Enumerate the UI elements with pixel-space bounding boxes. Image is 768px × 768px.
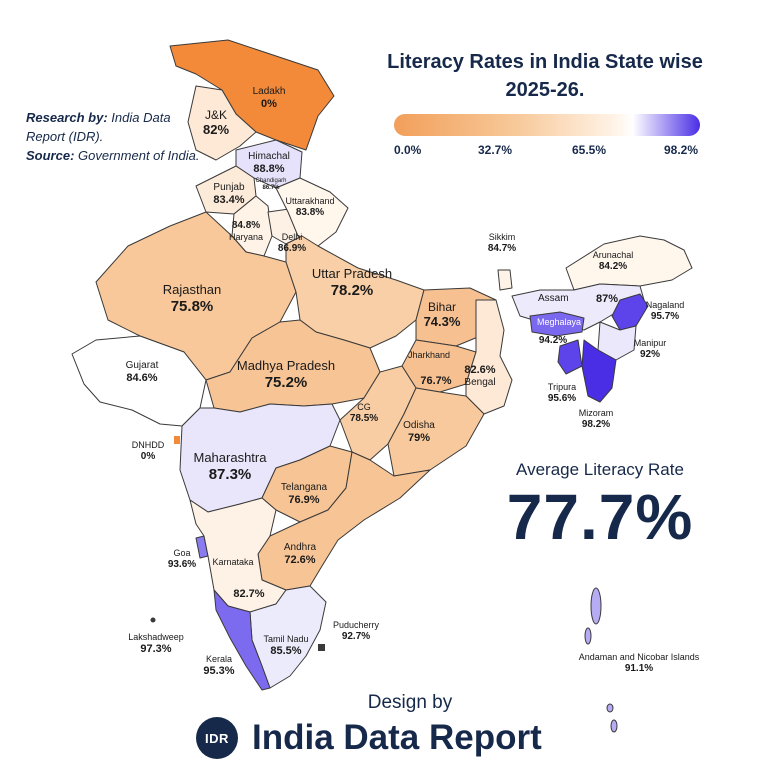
- nicobar-island-1: [606, 703, 614, 713]
- label-bengal: 82.6% Bengal: [464, 364, 496, 389]
- label-mizoram: Mizoram 98.2%: [578, 408, 614, 430]
- label-gujarat: Gujarat 84.6%: [125, 360, 159, 384]
- average-value: 77.7%: [506, 481, 694, 553]
- state-ladakh[interactable]: [169, 39, 335, 151]
- label-kerala: Kerala 95.3%: [203, 654, 235, 677]
- label-jharkhand: Jharkhand: [407, 350, 451, 360]
- label-odisha: Odisha 79%: [403, 420, 435, 444]
- legend-tick-2: 65.5%: [572, 143, 607, 157]
- legend-tick-3: 98.2%: [664, 143, 699, 157]
- nicobar-island-2: [610, 719, 618, 733]
- label-meghalaya-value: 94.2%: [538, 335, 568, 346]
- label-puducherry: Puducherry 92.7%: [332, 620, 380, 642]
- design-by-text: Design by: [367, 692, 453, 713]
- label-punjab: Punjab 83.4%: [213, 182, 245, 206]
- state-kerala[interactable]: [213, 589, 271, 691]
- label-chandigarh: Chandigarh 86.7%: [255, 178, 287, 192]
- label-telangana: Telangana 76.9%: [280, 482, 328, 506]
- state-meghalaya[interactable]: [529, 311, 585, 337]
- label-sikkim: Sikkim 84.7%: [487, 232, 517, 254]
- label-assam: Assam 87%: [538, 293, 618, 305]
- source-value: Government of India.: [78, 148, 200, 163]
- brand-name: India Data Report: [252, 718, 542, 757]
- label-karnataka-value: 82.7%: [233, 588, 265, 600]
- state-andaman[interactable]: [590, 587, 602, 625]
- state-uttar-pradesh[interactable]: [285, 235, 425, 349]
- brand-block: IDR India Data Report: [196, 716, 542, 760]
- state-mizoram[interactable]: [581, 339, 617, 403]
- label-andaman: Andaman and Nicobar Islands 91.1%: [578, 652, 700, 674]
- state-uttarakhand[interactable]: [275, 177, 349, 247]
- chart-title: Literacy Rates in India State wise 2025-…: [387, 51, 703, 101]
- label-haryana: 84.8% Haryana: [228, 220, 264, 242]
- legend-tick-1: 32.7%: [478, 143, 513, 157]
- label-andhra: Andhra 72.6%: [283, 542, 317, 566]
- idr-logo: IDR: [196, 717, 238, 759]
- label-uttar-pradesh: Uttar Pradesh 78.2%: [311, 266, 393, 299]
- research-label: Research by:: [26, 110, 108, 125]
- label-tripura: Tripura 95.6%: [547, 382, 577, 404]
- legend-colorbar: [394, 114, 700, 136]
- label-bihar: Bihar 74.3%: [423, 300, 461, 330]
- label-uttarakhand: Uttarakhand 83.8%: [285, 196, 335, 218]
- label-karnataka: Karnataka: [212, 557, 254, 567]
- label-meghalaya: Meghalaya: [536, 317, 582, 327]
- state-sikkim[interactable]: [497, 269, 513, 291]
- label-madhya-pradesh: Madhya Pradesh 75.2%: [236, 358, 336, 391]
- label-lakshadweep: Lakshadweep 97.3%: [128, 632, 184, 655]
- state-jk[interactable]: [187, 85, 257, 161]
- source-label: Source:: [26, 148, 75, 163]
- label-rajasthan: Rajasthan 75.8%: [162, 282, 222, 315]
- label-manipur: Manipur 92%: [633, 338, 667, 360]
- state-lakshadweep[interactable]: [150, 617, 156, 623]
- label-arunachal: Arunachal 84.2%: [592, 250, 634, 272]
- state-tripura[interactable]: [557, 339, 583, 375]
- label-himachal: Himachal 88.8%: [248, 151, 290, 175]
- label-cg: CG 78.5%: [349, 402, 379, 424]
- state-bengal[interactable]: [465, 299, 513, 415]
- average-label: Average Literacy Rate: [516, 460, 684, 479]
- research-value: India Data Report (IDR).: [26, 110, 171, 144]
- label-ladakh: Ladakh 0%: [252, 86, 286, 110]
- state-dnhdd[interactable]: [174, 436, 180, 444]
- label-maharashtra: Maharashtra 87.3%: [193, 450, 267, 483]
- label-jk: J&K 82%: [202, 108, 230, 138]
- state-odisha[interactable]: [387, 387, 485, 477]
- legend-tick-0: 0.0%: [394, 143, 422, 157]
- state-puducherry[interactable]: [318, 644, 325, 651]
- label-nagaland: Nagaland 95.7%: [645, 300, 685, 322]
- label-goa: Goa 93.6%: [167, 548, 197, 570]
- label-tamil-nadu: Tamil Nadu 85.5%: [263, 634, 309, 657]
- label-jharkhand-value: 76.7%: [420, 375, 452, 387]
- label-delhi: Delhi 86.9%: [277, 232, 307, 254]
- credit-block: Research by: India Data Report (IDR). So…: [26, 108, 201, 165]
- label-dnhdd: DNHDD 0%: [131, 440, 165, 462]
- andaman-island-2: [584, 627, 592, 645]
